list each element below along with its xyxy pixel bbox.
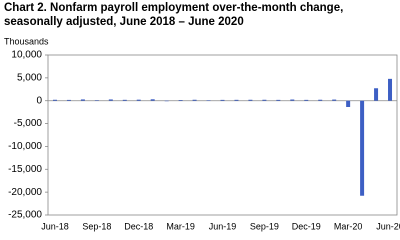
y-tick-label: 5,000 [17, 72, 42, 83]
bar [150, 99, 155, 101]
x-tick-label: Sep-18 [82, 221, 111, 231]
bar [122, 99, 127, 101]
y-tick-label: -25,000 [8, 210, 42, 221]
chart: Chart 2. Nonfarm payroll employment over… [4, 2, 400, 231]
y-tick-label: -5,000 [14, 118, 43, 129]
bar [52, 99, 57, 101]
x-tick-label: Mar-19 [166, 221, 195, 231]
x-tick-label: Jun-20 [376, 221, 400, 231]
bar [80, 99, 85, 101]
bar [318, 99, 323, 101]
bar [304, 99, 309, 101]
x-tick-label: Dec-18 [124, 221, 153, 231]
bar [66, 99, 71, 101]
plot-frame [47, 54, 398, 216]
y-tick-label: 10,000 [11, 50, 42, 61]
bar [178, 100, 183, 101]
bar [206, 100, 211, 101]
bar [276, 99, 281, 101]
bar [136, 99, 141, 101]
x-tick-label: Dec-19 [292, 221, 321, 231]
bar [94, 100, 99, 101]
bar [192, 99, 197, 101]
chart-title: Chart 2. Nonfarm payroll employment over… [4, 2, 343, 14]
bar [332, 99, 337, 101]
bar [346, 100, 351, 107]
y-tick-label: 0 [36, 95, 42, 106]
x-tick-label: Jun-18 [41, 221, 69, 231]
bar [108, 99, 113, 101]
bar [290, 99, 295, 101]
bar [220, 99, 225, 101]
y-tick-label: -15,000 [8, 164, 42, 175]
bar [374, 88, 379, 101]
bar [248, 99, 253, 101]
y-tick-label: -10,000 [8, 141, 42, 152]
bar [388, 78, 393, 101]
bar [234, 99, 239, 101]
bar [164, 100, 169, 102]
x-tick-label: Jun-19 [209, 221, 237, 231]
bar [262, 99, 267, 101]
bar [360, 100, 365, 196]
x-tick-label: Sep-19 [250, 221, 279, 231]
y-axis-label: Thousands [4, 36, 49, 46]
y-tick-label: -20,000 [8, 187, 42, 198]
x-tick-label: Mar-20 [334, 221, 363, 231]
chart-title: seasonally adjusted, June 2018 – June 20… [4, 16, 244, 28]
